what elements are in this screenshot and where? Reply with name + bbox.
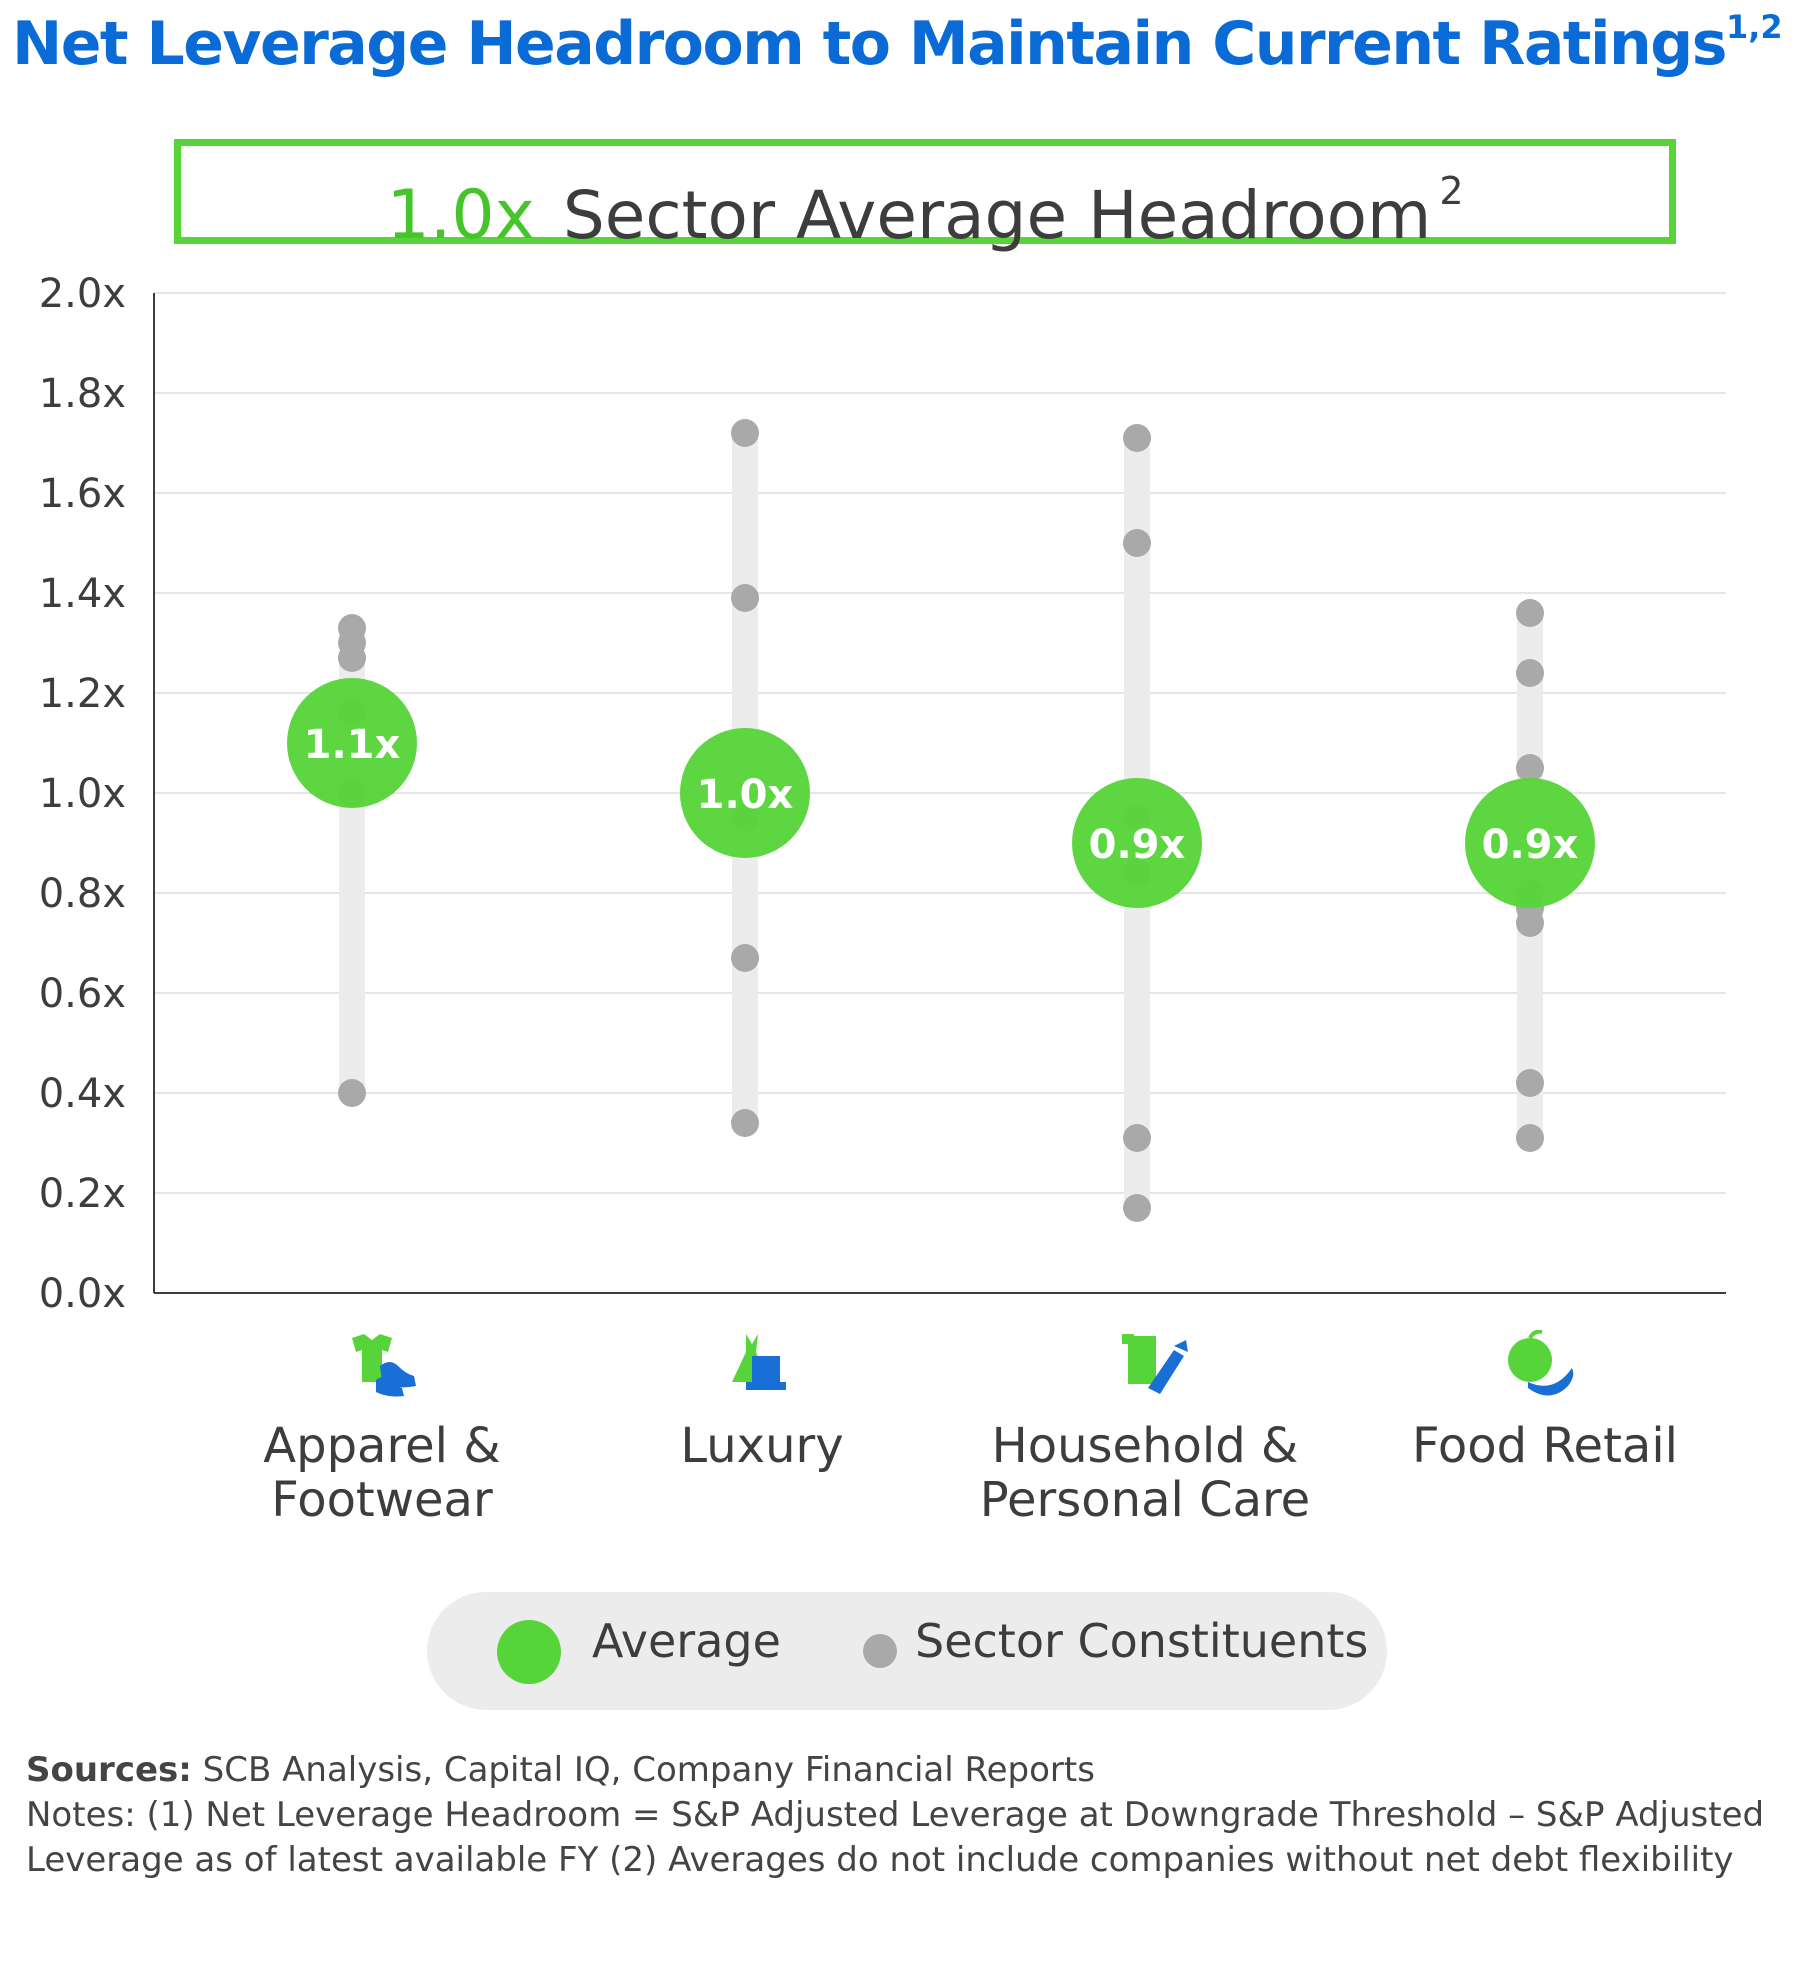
constituent-point [338, 1079, 366, 1107]
sources-line: Sources: SCB Analysis, Capital IQ, Compa… [26, 1748, 1766, 1793]
constituent-point [731, 419, 759, 447]
sector-average-banner: 1.0x Sector Average Headroom 2 [174, 139, 1676, 255]
title-text: Net Leverage Headroom to Maintain Curren… [12, 9, 1727, 79]
category-label: Luxury [680, 1418, 843, 1474]
luxury-icon [718, 1330, 798, 1400]
y-tick-label: 2.0x [39, 271, 126, 317]
legend-constituent-marker [863, 1634, 897, 1668]
average-marker [287, 678, 417, 808]
constituent-point [1123, 1194, 1151, 1222]
category-label: Food Retail [1412, 1418, 1678, 1474]
average-label: 0.9x [1482, 822, 1579, 868]
constituent-point [1516, 659, 1544, 687]
banner-value: 1.0x [386, 176, 535, 255]
notes-text: Notes: (1) Net Leverage Headroom = S&P A… [26, 1795, 1765, 1880]
banner-label: Sector Average Headroom [562, 177, 1432, 254]
apparel-footwear-icon [342, 1330, 422, 1400]
legend-average-label: Average [592, 1614, 781, 1668]
average-marker [1465, 778, 1595, 908]
page-title: Net Leverage Headroom to Maintain Curren… [12, 8, 1783, 79]
y-tick-label: 1.4x [39, 571, 126, 617]
constituent-point [1123, 1124, 1151, 1152]
constituent-point [1516, 754, 1544, 782]
category-label: Apparel & [263, 1418, 500, 1474]
category-label: Household & [992, 1418, 1299, 1474]
legend-average-marker [497, 1620, 561, 1684]
y-tick-label: 1.6x [39, 471, 126, 517]
constituent-point [731, 584, 759, 612]
y-tick-label: 1.2x [39, 671, 126, 717]
footnotes: Sources: SCB Analysis, Capital IQ, Compa… [26, 1748, 1766, 1883]
sources-text: SCB Analysis, Capital IQ, Company Financ… [191, 1750, 1095, 1790]
headroom-chart: 0.0x 0.2x 0.4x 0.6x 0.8x 1.0x 1.2x 1.4x 1.6x 1.8x… [39, 271, 1726, 1528]
household-personal-care-icon [1114, 1330, 1194, 1400]
y-tick-label: 1.0x [39, 771, 126, 817]
constituent-point [1516, 1069, 1544, 1097]
sources-label: Sources: [26, 1750, 192, 1790]
constituent-point [1516, 909, 1544, 937]
banner-superscript: 2 [1439, 169, 1464, 213]
average-label: 1.1x [304, 722, 401, 768]
constituent-point [1123, 529, 1151, 557]
y-tick-label: 0.8x [39, 871, 126, 917]
average-label: 1.0x [697, 772, 794, 818]
y-tick-label: 0.6x [39, 971, 126, 1017]
food-retail-icon [1500, 1329, 1580, 1400]
legend-constituents-label: Sector Constituents [915, 1614, 1369, 1668]
title-superscript: 1,2 [1725, 8, 1783, 46]
constituent-point [1516, 1124, 1544, 1152]
average-marker [680, 728, 810, 858]
constituent-point [731, 944, 759, 972]
constituent-point [1516, 599, 1544, 627]
y-tick-label: 0.0x [39, 1271, 126, 1317]
y-tick-label: 1.8x [39, 371, 126, 417]
chart-legend: Average Sector Constituents [427, 1592, 1387, 1710]
constituent-point [1123, 424, 1151, 452]
constituent-point [731, 1109, 759, 1137]
y-tick-label: 0.2x [39, 1171, 126, 1217]
y-tick-label: 0.4x [39, 1071, 126, 1117]
category-label: Personal Care [980, 1472, 1310, 1528]
category-label: Footwear [271, 1472, 493, 1528]
average-marker [1072, 778, 1202, 908]
average-label: 0.9x [1089, 822, 1186, 868]
constituent-point [338, 644, 366, 672]
